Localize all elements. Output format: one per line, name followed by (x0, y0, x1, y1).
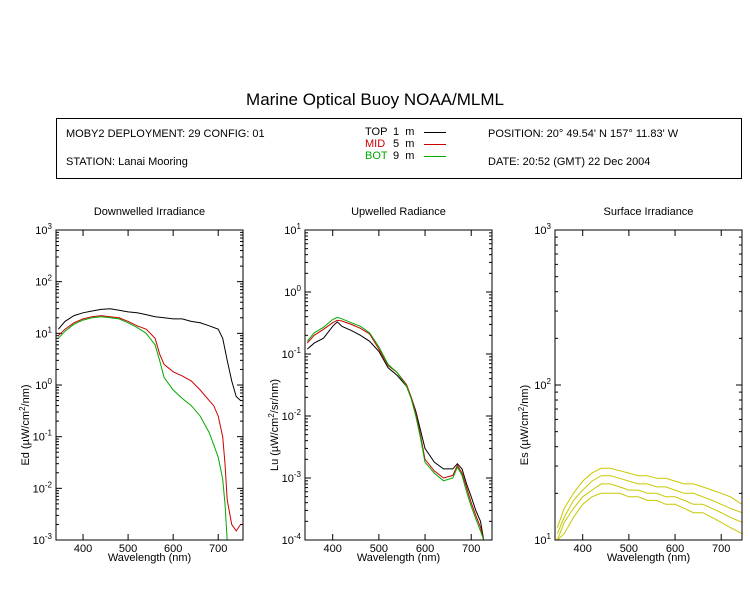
plot-frame (304, 229, 493, 541)
x-tick-label: 400 (74, 543, 92, 555)
y-tick-label: 102 (534, 377, 551, 392)
x-tick-label: 500 (119, 543, 137, 555)
x-tick-label: 600 (666, 543, 684, 555)
y-tick-label: 10-2 (282, 408, 302, 423)
legend-unit-bot: m (405, 150, 415, 162)
y-tick-label: 100 (284, 284, 301, 299)
deployment-info-box: MOBY2 DEPLOYMENT: 29 CONFIG: 01 STATION:… (56, 118, 742, 179)
depth-legend: TOP 1 m MID 5 m BOT 9 m (365, 126, 447, 162)
y-tick-label: 10-3 (282, 470, 302, 485)
y-tick-label: 100 (35, 377, 52, 392)
series-line-mid (57, 315, 242, 532)
x-tick-label: 600 (416, 543, 434, 555)
legend-entry-top: TOP 1 m (365, 126, 447, 138)
y-axis-label: Ed (µW/cm2/nm) (18, 384, 32, 465)
legend-unit-top: m (405, 126, 415, 138)
y-tick-label: 101 (534, 532, 551, 547)
x-tick-label: 500 (370, 543, 388, 555)
legend-name-bot: BOT (365, 150, 388, 162)
deployment-label: MOBY2 DEPLOYMENT: 29 CONFIG: 01 (66, 128, 265, 140)
y-tick-label: 10-1 (282, 346, 302, 361)
series-line-bot (306, 316, 485, 540)
page-title: Marine Optical Buoy NOAA/MLML (246, 90, 504, 109)
legend-entry-mid: MID 5 m (365, 138, 447, 150)
x-tick-label: 400 (574, 543, 592, 555)
plot-frame (554, 229, 743, 541)
chart-panel-1: Downwelled Irradiance 400 500 600 700 Wavelen… (18, 206, 244, 564)
plot-frame (55, 229, 244, 541)
chart-title: Downwelled Irradiance (94, 206, 205, 218)
position-label: POSITION: 20° 49.54' N 157° 11.83' W (488, 128, 679, 140)
y-tick-label: 10-2 (33, 480, 53, 495)
y-tick-label: 103 (35, 222, 52, 237)
x-tick-label: 400 (324, 543, 342, 555)
legend-name-top: TOP (365, 126, 388, 138)
x-tick-label: 600 (164, 543, 182, 555)
x-axis-label: Wavelength (nm) (108, 552, 191, 564)
x-tick-label: 700 (712, 543, 730, 555)
series-line-4 (556, 492, 742, 540)
y-axis-label: Lu (µW/cm2/sr/nm) (267, 379, 281, 471)
y-tick-label: 101 (35, 325, 52, 340)
series-line-2 (556, 475, 742, 534)
y-tick-label: 101 (284, 222, 301, 237)
series-line-bot (57, 316, 228, 540)
chart-title: Upwelled Radiance (351, 206, 446, 218)
legend-entry-bot: BOT 9 m (365, 150, 447, 162)
y-axis-label: Es (µW/cm2/nm) (517, 385, 531, 465)
x-tick-label: 700 (209, 543, 227, 555)
chart-title: Surface Irradiance (604, 206, 694, 218)
station-label: STATION: Lanai Mooring (66, 156, 188, 168)
series-line-top (57, 308, 242, 401)
series-line-top (306, 321, 485, 540)
y-tick-label: 10-1 (33, 429, 53, 444)
date-label: DATE: 20:52 (GMT) 22 Dec 2004 (488, 156, 651, 168)
legend-depth-top: 1 (393, 126, 400, 138)
y-tick-label: 102 (35, 274, 52, 289)
x-tick-label: 500 (620, 543, 638, 555)
chart-panel-3: Surface Irradiance 400 500 600 700 Wavelength… (517, 206, 743, 564)
series-line-mid (306, 319, 485, 540)
legend-name-mid: MID (365, 138, 386, 150)
legend-unit-mid: m (405, 138, 415, 150)
legend-line-mid (424, 143, 447, 145)
x-axis-label: Wavelength (nm) (607, 552, 690, 564)
series-line-1 (556, 467, 742, 528)
legend-depth-bot: 9 (393, 150, 400, 162)
x-tick-label: 700 (462, 543, 480, 555)
legend-line-bot (424, 155, 447, 157)
legend-line-top (424, 131, 447, 133)
x-axis-label: Wavelength (nm) (357, 552, 440, 564)
y-tick-label: 10-4 (282, 532, 302, 547)
series-line-3 (556, 483, 742, 540)
legend-depth-mid: 5 (393, 138, 400, 150)
y-tick-label: 10-3 (33, 532, 53, 547)
y-tick-label: 103 (534, 222, 551, 237)
chart-panel-2: Upwelled Radiance 400 500 600 700 Wavelength … (267, 206, 493, 564)
